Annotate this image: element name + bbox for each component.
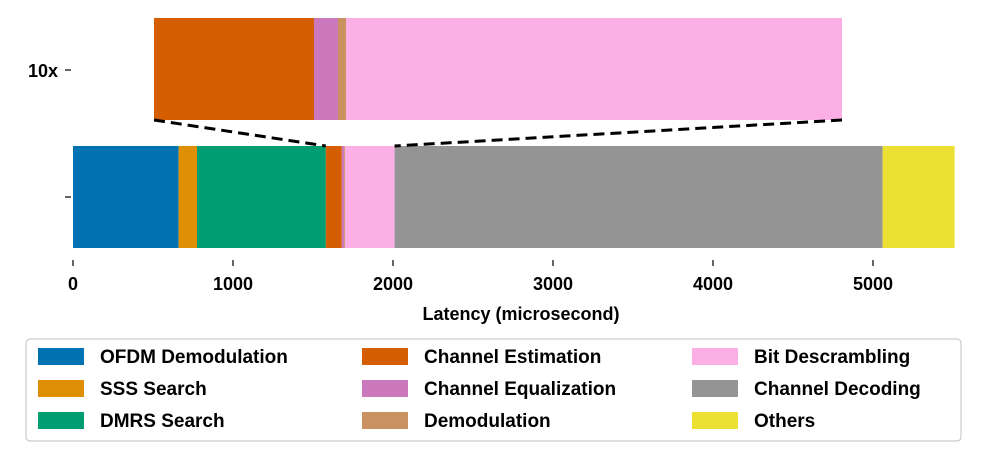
legend-label-sss-search: SSS Search: [100, 379, 207, 400]
legend-swatch-dmrs-search: [38, 412, 84, 429]
x-tick-label: 3000: [533, 274, 573, 294]
zoomed-stacked-bar: [154, 18, 842, 120]
y-tick-label-zoom: 10x: [28, 61, 58, 81]
x-tick-label: 2000: [373, 274, 413, 294]
bar-segment-others: [882, 146, 955, 248]
legend-label-demodulation: Demodulation: [424, 411, 551, 432]
zoom-connector-right: [394, 118, 843, 148]
legend-swatch-ofdm-demodulation: [38, 348, 84, 365]
legend-swatch-demodulation: [362, 412, 408, 429]
legend-swatch-channel-equalization: [362, 380, 408, 397]
legend-label-others: Others: [754, 411, 815, 432]
bar-segment-channel-decoding: [394, 146, 883, 248]
bar-segment-channel-equalization: [341, 146, 345, 248]
legend-label-channel-decoding: Channel Decoding: [754, 379, 921, 400]
bar-segment-bit-descrambling: [345, 146, 395, 248]
zoom-segment-channel-estimation: [154, 18, 314, 120]
x-tick-label: 0: [68, 274, 78, 294]
zoom-segment-channel-equalization: [314, 18, 338, 120]
legend-label-channel-equalization: Channel Equalization: [424, 379, 616, 400]
bar-segment-sss-search: [178, 146, 197, 248]
y-axis: 10x: [28, 61, 71, 198]
zoom-connector-lines: [153, 118, 843, 148]
zoom-segment-bit-descrambling: [346, 18, 842, 120]
legend-swatch-channel-decoding: [692, 380, 738, 397]
legend-label-dmrs-search: DMRS Search: [100, 411, 225, 432]
bar-segment-dmrs-search: [197, 146, 326, 248]
x-tick-label: 4000: [693, 274, 733, 294]
bar-segment-channel-estimation: [325, 146, 342, 248]
bar-segment-ofdm-demodulation: [73, 146, 179, 248]
zoom-connector-left: [153, 118, 327, 148]
bar-segment-demodulation: [344, 146, 345, 248]
x-tick-label: 5000: [853, 274, 893, 294]
x-axis: 0 1000 2000 3000 4000 5000: [68, 260, 893, 294]
legend-label-channel-estimation: Channel Estimation: [424, 347, 601, 368]
legend-swatch-channel-estimation: [362, 348, 408, 365]
legend-swatch-bit-descrambling: [692, 348, 738, 365]
x-axis-label: Latency (microsecond): [422, 304, 619, 324]
legend: OFDM Demodulation SSS Search DMRS Search Ch…: [25, 338, 962, 442]
zoom-segment-demodulation: [338, 18, 346, 120]
legend-swatch-sss-search: [38, 380, 84, 397]
legend-swatch-others: [692, 412, 738, 429]
main-stacked-bar: [73, 146, 955, 248]
legend-label-ofdm-demodulation: OFDM Demodulation: [100, 347, 288, 368]
x-tick-label: 1000: [213, 274, 253, 294]
legend-label-bit-descrambling: Bit Descrambling: [754, 347, 910, 368]
